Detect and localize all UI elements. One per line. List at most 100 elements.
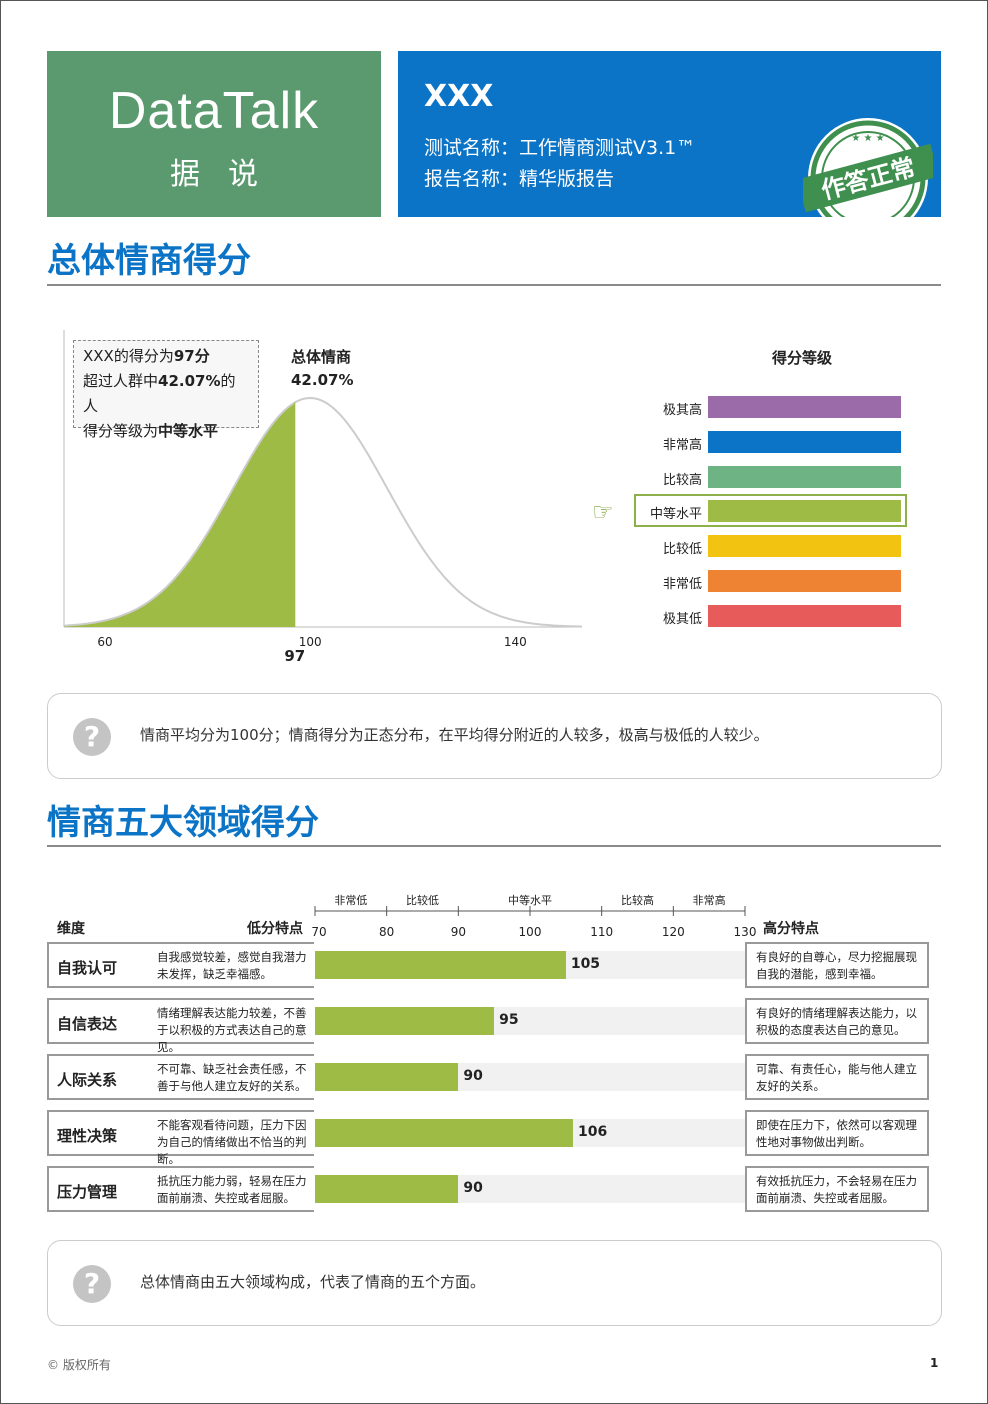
shaded-area xyxy=(64,402,295,627)
domain-high-box: 可靠、有责任心，能与他人建立友好的关系。 xyxy=(745,1054,929,1100)
report-info-panel: XXX 测试名称：工作情商测试V3.1™ 报告名称：精华版报告 ★ ★ ★ ★ … xyxy=(398,51,941,217)
high-score-trait: 有良好的情绪理解表达能力，以积极的态度表达自己的意见。 xyxy=(756,1006,917,1037)
axis-tick-label: 90 xyxy=(451,925,466,939)
domain-high-box: 即使在压力下，依然可以客观理性地对事物做出判断。 xyxy=(745,1110,929,1156)
grade-label: 非常低 xyxy=(662,577,702,592)
tip-text: 情商平均分为100分；情商得分为正态分布，在平均得分附近的人较多，极高与极低的人… xyxy=(140,726,769,744)
grade-label: 比较低 xyxy=(662,542,702,558)
section-divider xyxy=(47,284,941,286)
band-label: 中等水平 xyxy=(508,893,552,907)
domain-bar xyxy=(315,1063,459,1091)
domain-bar xyxy=(315,1175,459,1203)
domain-score: 105 xyxy=(570,956,601,972)
domain-score: 90 xyxy=(463,1180,483,1196)
low-score-trait: 不能客观看待问题，压力下因为自己的情绪做出不恰当的判断。 xyxy=(157,1118,307,1166)
curve-tick-label: 100 xyxy=(299,635,322,649)
grade-label: 比较高 xyxy=(662,472,702,488)
curve-tick-label: 60 xyxy=(97,635,112,649)
summary-line-1: XXX的得分为97分 xyxy=(83,347,210,365)
curve-percent: 42.07% xyxy=(291,371,354,389)
domain-name: 自信表达 xyxy=(57,1015,118,1033)
high-score-trait: 有效抵抗压力，不会轻易在压力面前崩溃、失控或者屈服。 xyxy=(756,1174,917,1205)
axis-tick-label: 70 xyxy=(311,925,326,939)
band-label: 非常高 xyxy=(693,893,726,907)
svg-text:★ ★ ★: ★ ★ ★ xyxy=(851,133,884,144)
section-divider xyxy=(47,845,941,847)
axis-tick-label: 120 xyxy=(662,925,685,939)
section-title-overall: 总体情商得分 xyxy=(47,241,251,281)
domain-name: 人际关系 xyxy=(57,1071,118,1089)
test-name: 测试名称：工作情商测试V3.1™ xyxy=(424,137,696,159)
copyright: © 版权所有 xyxy=(47,1358,111,1372)
participant-name: XXX xyxy=(424,79,494,114)
grade-label: 中等水平 xyxy=(649,507,702,523)
brand-subtitle: 据说 xyxy=(170,157,286,192)
curve-caption: 总体情商 42.07% xyxy=(291,346,353,392)
domain-row: 自信表达 情绪理解表达能力较差，不善于以积极的方式表达自己的意见。 xyxy=(47,998,314,1054)
report-name: 报告名称：精华版报告 xyxy=(424,168,615,190)
domain-high-box: 有效抵抗压力，不会轻易在压力面前崩溃、失控或者屈服。 xyxy=(745,1166,929,1212)
grade-bar xyxy=(708,465,901,488)
domain-bar xyxy=(315,1007,495,1035)
summary-line-2: 超过人群中42.07%的人 xyxy=(83,372,236,415)
col-dimension-header: 维度 xyxy=(57,921,85,937)
distribution-curve xyxy=(63,396,583,628)
domain-bar xyxy=(315,1119,573,1147)
grade-label: 极其高 xyxy=(662,403,702,418)
grade-title: 得分等级 xyxy=(772,349,833,367)
summary-line-3: 得分等级为中等水平 xyxy=(83,422,219,440)
band-label: 比较低 xyxy=(406,893,439,907)
high-score-trait: 即使在压力下，依然可以客观理性地对事物做出判断。 xyxy=(756,1118,917,1149)
score-marker-label: 97 xyxy=(284,647,305,665)
band-label: 比较高 xyxy=(621,893,654,907)
domain-row: 理性决策 不能客观看待问题，压力下因为自己的情绪做出不恰当的判断。 xyxy=(47,1110,314,1166)
low-score-trait: 情绪理解表达能力较差，不善于以积极的方式表达自己的意见。 xyxy=(157,1006,307,1054)
distribution-chart: 60 100 140 97 xyxy=(63,330,583,665)
band-label: 非常低 xyxy=(334,894,367,907)
domain-row: 自我认可 自我感觉较差，感觉自我潜力未发挥，缺乏幸福感。 xyxy=(47,942,314,988)
grade-label: 非常高 xyxy=(662,437,702,453)
domain-score: 106 xyxy=(578,1124,608,1140)
grade-bar xyxy=(708,535,901,558)
question-icon: ? xyxy=(73,1265,111,1303)
domain-score: 90 xyxy=(463,1068,483,1084)
low-score-trait: 自我感觉较差，感觉自我潜力未发挥，缺乏幸福感。 xyxy=(157,950,307,981)
domain-name: 自我认可 xyxy=(57,959,118,977)
grade-bar xyxy=(708,570,901,592)
domain-axis: 非常低 比较低 中等水平 比较高 非常高 70 80 90 100 110 120 130 xyxy=(311,893,757,939)
pointing-hand-icon: ☞ xyxy=(592,498,614,527)
domain-high-box: 有良好的情绪理解表达能力，以积极的态度表达自己的意见。 xyxy=(745,998,929,1044)
domain-row: 人际关系 不可靠、缺乏社会责任感，不善于与他人建立友好的关系。 xyxy=(47,1054,314,1100)
domain-high-box: 有良好的自尊心，尽力挖掘展现自我的潜能，感到幸福。 xyxy=(745,942,929,988)
section-title-domains: 情商五大领域得分 xyxy=(47,803,319,843)
axis-tick-label: 110 xyxy=(590,925,613,939)
axis-tick-label: 80 xyxy=(379,925,394,939)
brand-logo: DataTalk 据说 xyxy=(47,51,381,217)
grade-bar xyxy=(708,500,901,523)
tip-text: 总体情商由五大领域构成，代表了情商的五个方面。 xyxy=(140,1273,486,1291)
low-score-trait: 不可靠、缺乏社会责任感，不善于与他人建立友好的关系。 xyxy=(157,1062,307,1093)
question-icon: ? xyxy=(73,718,111,756)
grade-bar xyxy=(708,430,901,453)
curve-tick-label: 140 xyxy=(504,635,527,649)
score-summary-box: XXX的得分为97分 超过人群中42.07%的人 得分等级为中等水平 xyxy=(73,340,259,440)
page-number: 1 xyxy=(930,1356,939,1370)
high-score-trait: 有良好的自尊心，尽力挖掘展现自我的潜能，感到幸福。 xyxy=(756,950,917,981)
grade-bar xyxy=(708,604,901,627)
low-score-trait: 抵抗压力能力弱，轻易在压力面前崩溃、失控或者屈服。 xyxy=(157,1174,307,1205)
domain-score: 95 xyxy=(499,1012,519,1028)
tip-box-domains: ? 总体情商由五大领域构成，代表了情商的五个方面。 xyxy=(47,1240,942,1326)
domain-bar xyxy=(315,951,566,979)
curve-label: 总体情商 xyxy=(291,348,352,366)
tip-box-overall: ? 情商平均分为100分；情商得分为正态分布，在平均得分附近的人较多，极高与极低… xyxy=(47,693,942,779)
grade-label: 极其低 xyxy=(662,611,702,627)
grade-bar xyxy=(708,396,901,418)
domain-name: 压力管理 xyxy=(57,1183,118,1201)
col-high-header: 高分特点 xyxy=(763,921,819,937)
current-grade-highlight xyxy=(634,494,907,528)
brand-name: DataTalk xyxy=(108,82,320,140)
axis-tick-label: 100 xyxy=(519,925,542,939)
domain-name: 理性决策 xyxy=(57,1127,118,1145)
axis-tick-label: 130 xyxy=(734,925,757,939)
stamp-icon: ★ ★ ★ ★ ★ ★ 作答正常 xyxy=(803,118,933,217)
